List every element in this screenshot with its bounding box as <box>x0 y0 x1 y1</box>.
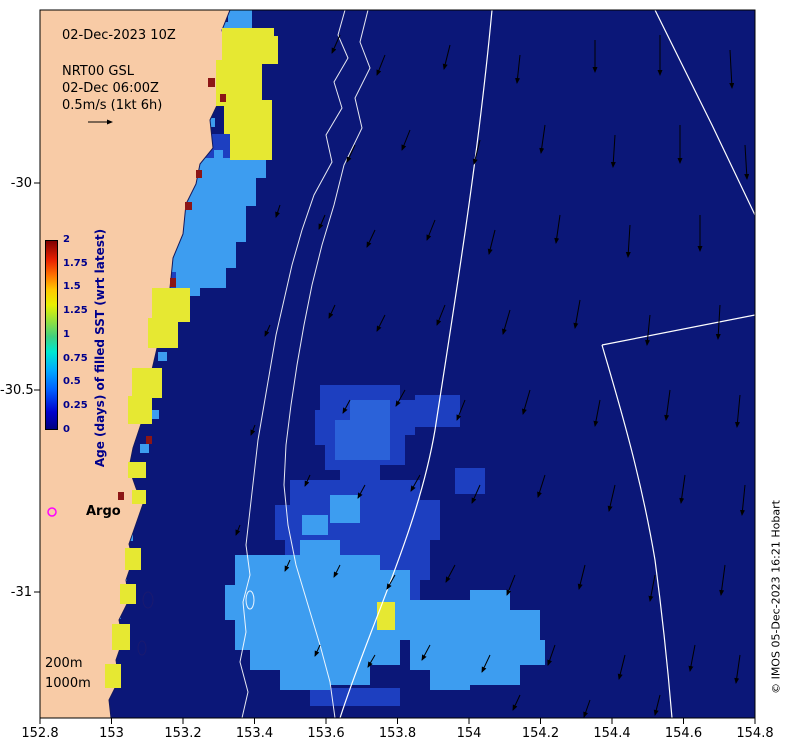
colorbar-tick: 1.75 <box>63 258 88 269</box>
y-tick-label: -30 <box>10 176 32 191</box>
colorbar-gradient <box>45 240 58 430</box>
colorbar-tick: 1.5 <box>63 281 81 292</box>
lagoon-outlines <box>137 591 154 656</box>
argo-marker <box>47 507 57 517</box>
x-tick-label: 154 <box>456 726 482 741</box>
colorbar-tick: 0.75 <box>63 353 88 364</box>
contour-label-200m: 200m <box>45 656 83 671</box>
colorbar-tick: 1 <box>63 329 70 340</box>
axis-tick-marks <box>34 182 756 724</box>
sst-age-patches-red <box>118 78 226 500</box>
x-tick-label: 154.2 <box>521 726 560 741</box>
colorbar-tick: 0.5 <box>63 376 81 387</box>
x-tick-label: 154.6 <box>664 726 703 741</box>
copyright-label: © IMOS 05-Dec-2023 16:21 Hobart <box>769 500 783 694</box>
x-tick-label: 154.8 <box>736 726 774 741</box>
model-time-label: 02-Dec 06:00Z <box>62 81 159 96</box>
x-tick-label: 153 <box>99 726 124 741</box>
colorbar-label: Age (days) of filled SST (wrt latest) <box>93 228 107 468</box>
argo-label: Argo <box>86 504 121 519</box>
x-tick-label: 152.8 <box>21 726 59 741</box>
x-tick-label: 153.2 <box>164 726 202 741</box>
x-tick-label: 154.4 <box>593 726 631 741</box>
current-vectors-layer <box>235 34 750 718</box>
colorbar-tick: 0 <box>63 424 70 435</box>
bathymetry-contour-200m <box>239 10 349 718</box>
x-tick-label: 153.4 <box>235 726 274 741</box>
front-lines <box>339 10 755 718</box>
colorbar-tick: 0.25 <box>63 400 88 411</box>
colorbar-tick: 1.25 <box>63 305 88 316</box>
model-label: NRT00 GSL <box>62 64 134 79</box>
contour-label-1000m: 1000m <box>45 676 91 691</box>
x-tick-label: 153.8 <box>378 726 417 741</box>
bathymetry-contour-1000m <box>283 10 371 718</box>
y-tick-label: -31 <box>10 585 32 600</box>
vector-scale-label: 0.5m/s (1kt 6h) <box>62 98 163 113</box>
colorbar-tick: 2 <box>63 234 70 245</box>
y-tick-label: -30.5 <box>0 383 34 398</box>
timestamp-label: 02-Dec-2023 10Z <box>62 28 176 43</box>
sst-age-patches-yellow <box>105 28 395 688</box>
x-tick-label: 153.6 <box>307 726 345 741</box>
bathymetry-contour-loop <box>245 590 255 610</box>
